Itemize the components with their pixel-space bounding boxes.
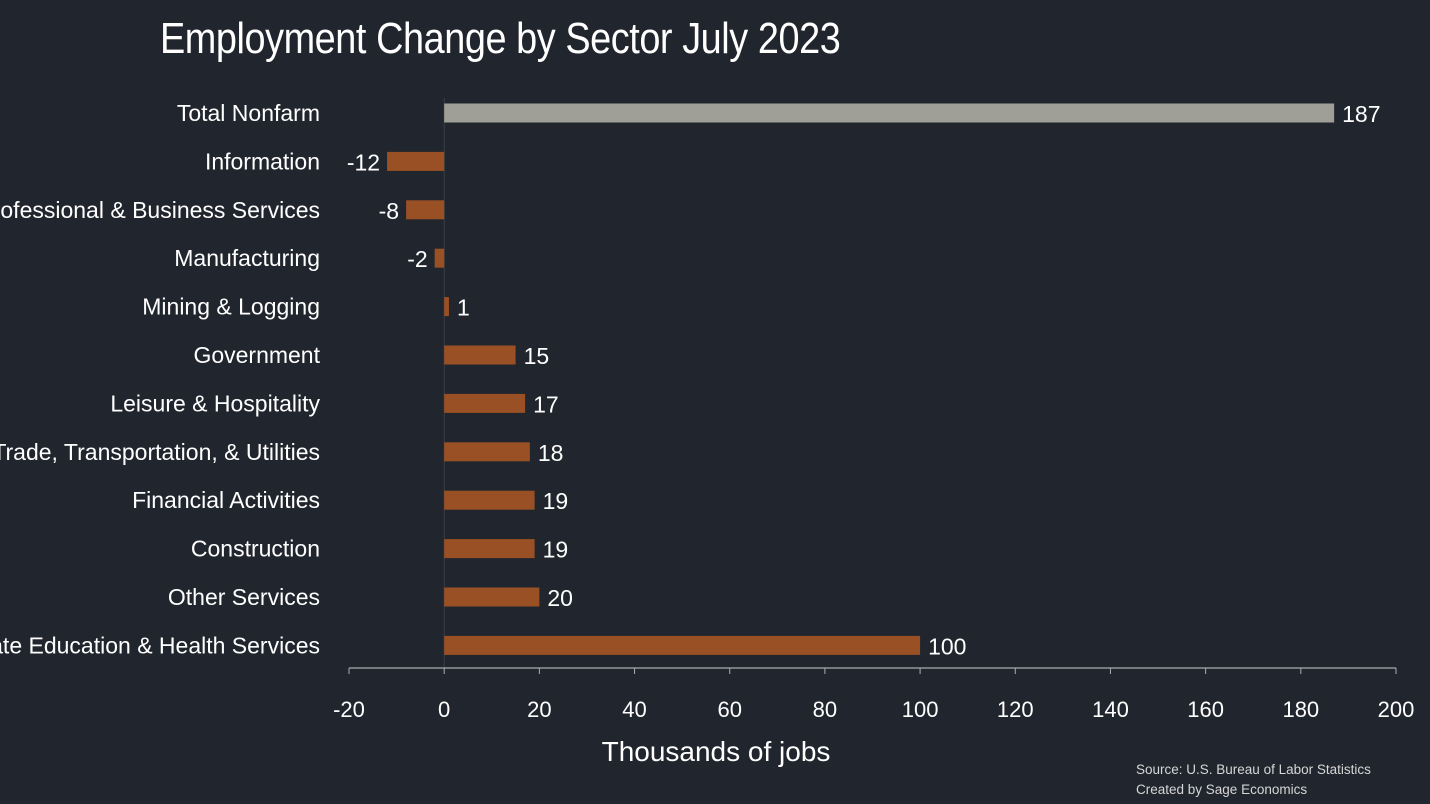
bar: [444, 490, 535, 510]
x-tick-label: 60: [717, 697, 741, 722]
bar: [444, 539, 535, 559]
bar: [434, 248, 445, 268]
data-label: 100: [928, 633, 966, 659]
category-label: Other Services: [168, 584, 320, 610]
x-tick-label: 80: [813, 697, 837, 722]
category-label: Manufacturing: [174, 245, 320, 271]
bar: [444, 297, 449, 317]
category-label: Trade, Transportation, & Utilities: [0, 439, 320, 465]
data-label: 15: [524, 343, 550, 369]
x-tick-label: 0: [438, 697, 450, 722]
bar: [387, 151, 445, 171]
bar: [406, 200, 445, 220]
data-label: 20: [547, 585, 573, 611]
data-label: 18: [538, 440, 564, 466]
bar: [444, 103, 1335, 123]
data-label: -8: [379, 198, 399, 224]
data-label: 19: [543, 488, 569, 514]
category-label: Information: [205, 148, 320, 174]
category-label: Leisure & Hospitality: [110, 390, 320, 416]
data-label: 1: [457, 295, 470, 321]
x-tick-label: 140: [1092, 697, 1129, 722]
bar: [444, 635, 921, 655]
category-label: Financial Activities: [132, 487, 320, 513]
category-label: Private Education & Health Services: [0, 632, 320, 658]
x-tick-label: -20: [333, 697, 365, 722]
source-line: Source: U.S. Bureau of Labor Statistics: [1136, 762, 1371, 777]
data-label: -12: [347, 149, 380, 175]
x-tick-label: 180: [1282, 697, 1319, 722]
x-tick-label: 160: [1187, 697, 1224, 722]
bar: [444, 345, 516, 365]
data-label: 17: [533, 391, 559, 417]
x-tick-label: 200: [1378, 697, 1415, 722]
data-label: 187: [1342, 101, 1380, 127]
bar: [444, 587, 540, 607]
data-label: -2: [407, 246, 427, 272]
source-note: Source: U.S. Bureau of Labor Statistics …: [1136, 760, 1371, 800]
credit-line: Created by Sage Economics: [1136, 782, 1308, 797]
bar: [444, 442, 530, 462]
category-label: Mining & Logging: [142, 294, 320, 320]
x-axis-title: Thousands of jobs: [602, 736, 831, 767]
x-tick-label: 40: [622, 697, 646, 722]
category-label: Construction: [191, 536, 320, 562]
category-label: Government: [193, 342, 320, 368]
bar: [444, 393, 526, 413]
chart-title: Employment Change by Sector July 2023: [160, 14, 841, 63]
x-tick-label: 20: [527, 697, 551, 722]
x-tick-label: 120: [997, 697, 1034, 722]
category-label: Professional & Business Services: [0, 197, 320, 223]
data-label: 19: [543, 537, 569, 563]
category-label: Total Nonfarm: [177, 100, 320, 126]
x-tick-label: 100: [902, 697, 939, 722]
